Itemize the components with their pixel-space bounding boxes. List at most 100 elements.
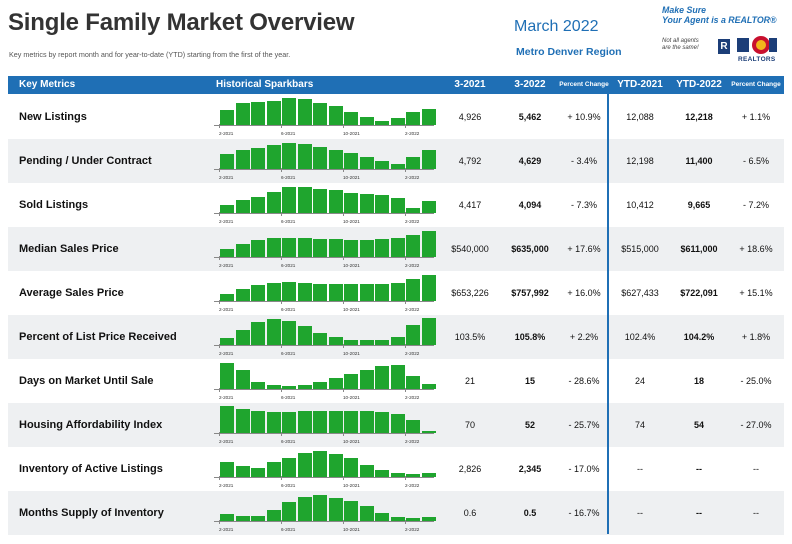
sparkbar-chart: 2-2021 6-2021 10-2021 2-2022 (210, 491, 440, 535)
sparkbar (390, 163, 405, 169)
sparkbar-tick (281, 476, 282, 480)
sparkbar-tick (405, 168, 406, 172)
sparkbar (359, 239, 374, 257)
sparkbar-axis (214, 257, 434, 258)
sparkbar-tick-label: 2-2021 (219, 395, 234, 400)
sparkbar (282, 411, 297, 433)
value-ytd-2022: -- (696, 508, 702, 518)
sparkbar (235, 515, 250, 521)
sparkbar (282, 98, 297, 125)
value-ytd-2022: 11,400 (685, 156, 713, 166)
sparkbar-axis (214, 169, 434, 170)
sparkbar-tick-label: 2-2022 (405, 527, 420, 532)
sparkbar (390, 198, 405, 213)
sparkbar-tick (281, 300, 282, 304)
sparkbar-tick (281, 212, 282, 216)
sparkbar-tick (343, 432, 344, 436)
value-3-2021: 103.5% (454, 332, 486, 342)
sparkbar (344, 374, 359, 389)
value-3-2022: 105.8% (514, 332, 546, 342)
sparkbar (235, 330, 250, 345)
sparkbar (344, 339, 359, 345)
report-header: Single Family Market Overview Key metric… (0, 0, 792, 76)
sparkbar (266, 384, 281, 389)
sparkbar (406, 518, 421, 521)
sparkbar (375, 339, 390, 345)
region-name: Metro Denver Region (516, 46, 622, 58)
sparkbar (313, 147, 328, 169)
value-3-2022: 0.5 (523, 508, 537, 518)
sparkbar-tick-label: 6-2021 (281, 219, 296, 224)
sparkbar (235, 243, 250, 257)
sparkbar (251, 147, 266, 169)
percent-change: + 2.2% (569, 332, 599, 342)
sparkbar (421, 275, 436, 301)
sparkbar-tick-label: 2-2021 (219, 175, 234, 180)
sparkbar-tick-label: 10-2021 (343, 263, 360, 268)
table-row: Sold Listings 2-2021 6-2021 10-2021 2-2022 4,… (8, 183, 784, 227)
table-row: Days on Market Until Sale 2-2021 6-2021 10-… (8, 359, 784, 403)
sparkbar (328, 190, 343, 213)
sparkbar (406, 474, 421, 477)
sparkbar (220, 294, 235, 301)
ytd-percent-change: -- (753, 508, 759, 518)
sparkbar (313, 332, 328, 345)
sparkbar-tick (281, 344, 282, 348)
sparkbar (251, 322, 266, 345)
sparkbar (406, 279, 421, 301)
sparkbar (266, 191, 281, 213)
sparkbar (375, 283, 390, 301)
sparkbar (406, 156, 421, 169)
sparkbar (421, 231, 436, 257)
sparkbar-tick-label: 6-2021 (281, 307, 296, 312)
sparkbar (344, 284, 359, 301)
value-3-2021: $653,226 (451, 288, 489, 298)
not-all-line-1: Not all agents (662, 38, 699, 44)
value-ytd-2022: -- (696, 464, 702, 474)
metric-label: New Listings (19, 111, 87, 123)
sparkbar-axis (214, 433, 434, 434)
value-3-2022: $757,992 (511, 288, 549, 298)
sparkbar (390, 282, 405, 301)
sparkbar (328, 336, 343, 345)
table-row: Percent of List Price Received 2-2021 6-20… (8, 315, 784, 359)
value-3-2022: 15 (524, 376, 535, 386)
value-3-2021: $540,000 (451, 244, 489, 254)
sparkbar (313, 238, 328, 257)
sparkbar (297, 144, 312, 169)
value-ytd-2022: 18 (693, 376, 704, 386)
sparkbar (390, 118, 405, 125)
table-row: Inventory of Active Listings 2-2021 6-2021… (8, 447, 784, 491)
sparkbar-tick (219, 476, 220, 480)
percent-change: - 17.0% (568, 464, 600, 474)
percent-change: - 16.7% (568, 508, 600, 518)
sparkbar-axis (214, 345, 434, 346)
value-ytd-2021: 12,088 (626, 112, 654, 122)
sparkbar (297, 384, 312, 389)
col-3-2022: 3-2022 (514, 79, 546, 90)
sparkbar-tick-label: 2-2022 (405, 483, 420, 488)
sparkbar (421, 516, 436, 521)
sparkbar-tick-label: 2-2021 (219, 131, 234, 136)
metric-label: Days on Market Until Sale (19, 375, 154, 387)
value-ytd-2022: 12,218 (685, 112, 713, 122)
value-ytd-2021: 74 (634, 420, 645, 430)
page-title: Single Family Market Overview (8, 9, 355, 36)
sparkbar-tick (219, 212, 220, 216)
sparkbar-tick (405, 520, 406, 524)
sparkbar-tick (219, 300, 220, 304)
sparkbar-tick-label: 10-2021 (343, 131, 360, 136)
value-ytd-2021: -- (637, 508, 643, 518)
sparkbar-tick (343, 300, 344, 304)
value-3-2021: 4,417 (458, 200, 482, 210)
sparkbar (266, 238, 281, 257)
sparkbar-tick-label: 6-2021 (281, 527, 296, 532)
sparkbar-tick-label: 6-2021 (281, 175, 296, 180)
sparkbar (406, 234, 421, 257)
sparkbar (266, 510, 281, 521)
sparkbar-tick (219, 256, 220, 260)
sparkbar-tick (343, 388, 344, 392)
sparkbar (282, 281, 297, 301)
sparkbar (220, 110, 235, 125)
sparkbar-tick (405, 388, 406, 392)
